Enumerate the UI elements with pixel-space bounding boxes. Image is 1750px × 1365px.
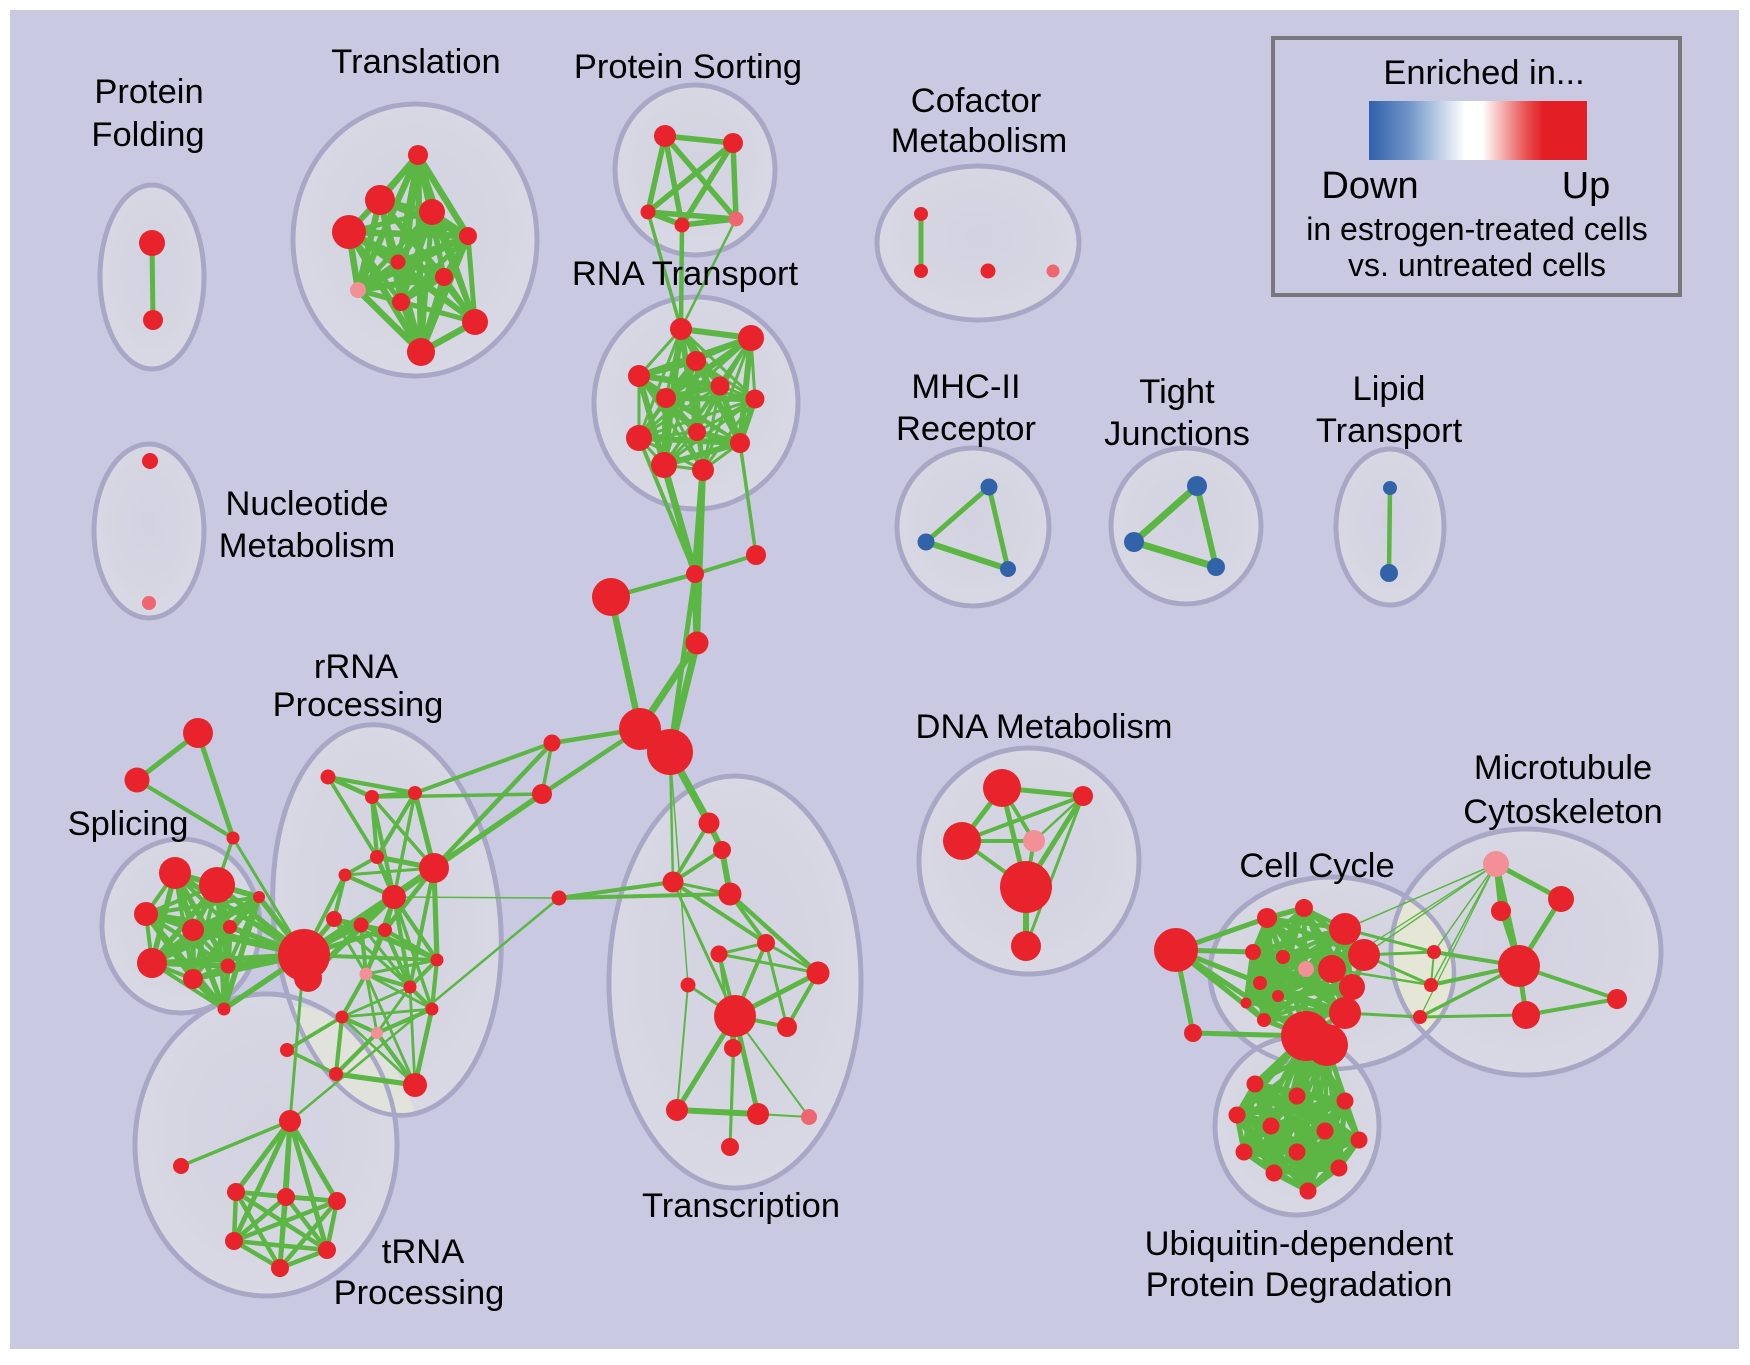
- svg-text:Translation: Translation: [331, 43, 500, 81]
- svg-text:Metabolism: Metabolism: [219, 527, 395, 565]
- svg-text:Cofactor: Cofactor: [911, 82, 1041, 120]
- svg-text:Processing: Processing: [334, 1274, 505, 1312]
- svg-text:Processing: Processing: [273, 686, 444, 724]
- svg-text:Down: Down: [1321, 165, 1418, 207]
- svg-text:tRNA: tRNA: [382, 1233, 464, 1271]
- svg-text:Tight: Tight: [1139, 373, 1215, 411]
- svg-text:Nucleotide: Nucleotide: [225, 485, 388, 523]
- svg-text:RNA Transport: RNA Transport: [572, 255, 799, 293]
- svg-text:Ubiquitin-dependent: Ubiquitin-dependent: [1145, 1225, 1454, 1263]
- svg-text:Enriched in...: Enriched in...: [1383, 54, 1584, 92]
- svg-text:Up: Up: [1562, 165, 1611, 207]
- svg-text:Metabolism: Metabolism: [891, 122, 1067, 160]
- svg-text:Protein Sorting: Protein Sorting: [574, 48, 802, 86]
- svg-text:Receptor: Receptor: [896, 410, 1036, 448]
- svg-text:in estrogen-treated cells: in estrogen-treated cells: [1306, 211, 1648, 247]
- svg-text:Protein Degradation: Protein Degradation: [1146, 1266, 1453, 1304]
- svg-text:Protein: Protein: [94, 73, 203, 111]
- svg-text:Transport: Transport: [1316, 412, 1463, 450]
- svg-text:Microtubule: Microtubule: [1474, 749, 1652, 787]
- svg-text:Splicing: Splicing: [68, 805, 189, 843]
- svg-text:MHC-II: MHC-II: [911, 368, 1020, 406]
- svg-text:Cytoskeleton: Cytoskeleton: [1463, 793, 1662, 831]
- svg-text:rRNA: rRNA: [314, 648, 398, 686]
- svg-text:DNA Metabolism: DNA Metabolism: [916, 708, 1173, 746]
- svg-text:Transcription: Transcription: [642, 1187, 840, 1225]
- svg-text:Lipid: Lipid: [1353, 370, 1426, 408]
- svg-text:vs. untreated cells: vs. untreated cells: [1348, 247, 1606, 283]
- svg-text:Folding: Folding: [91, 116, 204, 154]
- svg-text:Cell Cycle: Cell Cycle: [1239, 847, 1394, 885]
- svg-text:Junctions: Junctions: [1104, 415, 1250, 453]
